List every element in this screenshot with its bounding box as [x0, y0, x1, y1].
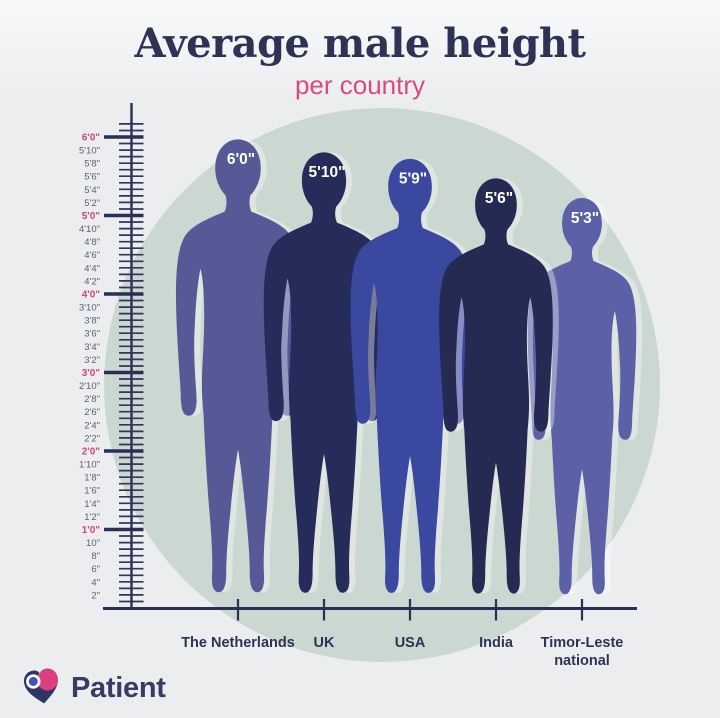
ruler-label: 6" [91, 564, 100, 575]
ruler-label: 3'2" [84, 355, 100, 366]
country-label: national [554, 653, 610, 669]
height-label-uk: 5'10" [309, 164, 346, 181]
ruler-label: 1'8" [84, 473, 100, 484]
country-label: India [479, 635, 514, 651]
ruler-label: 5'8" [84, 159, 100, 170]
ruler-label: 5'0" [82, 211, 101, 222]
ruler-label: 3'4" [84, 342, 100, 353]
bottom-axis: The Netherlands UK USA India Timor-Leste nati… [103, 599, 637, 669]
ruler-label: 1'10" [79, 460, 100, 471]
ruler-label: 2'0" [82, 447, 101, 458]
ruler-label: 5'2" [84, 198, 100, 209]
figure-silhouette-india [439, 178, 559, 594]
ruler-label: 4'2" [84, 276, 100, 287]
country-label: The Netherlands [181, 635, 295, 651]
ruler-label: 3'10" [79, 303, 100, 314]
patient-logo-text: Patient [71, 671, 166, 704]
ruler-label: 2" [91, 590, 100, 601]
ruler-label: 3'8" [84, 316, 100, 327]
country-figures [175, 139, 643, 595]
ruler-label: 8" [91, 551, 100, 562]
ruler-label: 1'0" [82, 525, 101, 536]
ruler-label: 4'8" [84, 237, 100, 248]
height-label-india: 5'6" [485, 190, 513, 207]
ruler-label: 3'6" [84, 329, 100, 340]
ruler-label: 2'2" [84, 433, 100, 444]
country-label: Timor-Leste [541, 635, 624, 651]
ruler-label: 4'10" [79, 224, 100, 235]
heart-pin-icon [23, 668, 59, 704]
ruler-label: 5'6" [84, 172, 100, 183]
ruler-label: 10" [86, 538, 100, 549]
ruler-label: 5'10" [79, 146, 100, 157]
ruler-label: 1'4" [84, 499, 100, 510]
ruler-label: 2'8" [84, 394, 100, 405]
height-label-netherlands: 6'0" [227, 151, 255, 168]
ruler-label: 3'0" [82, 368, 101, 379]
height-label-usa: 5'9" [399, 171, 427, 188]
ruler-label: 1'6" [84, 486, 100, 497]
chart-subtitle: per country [294, 70, 426, 100]
figure-body-india [439, 178, 553, 594]
ruler-label: 1'2" [84, 512, 100, 523]
figure-height-labels: 6'0" 5'10" 5'9" 5'6" 5'3" [227, 151, 599, 227]
ruler-label: 4" [91, 577, 100, 588]
ruler-label: 4'6" [84, 250, 100, 261]
ruler-label: 4'0" [82, 290, 101, 301]
height-ruler: 6'0" 5'10" 5'8" 5'6" 5'4" 5'2" 5'0" 4'10" 4'8" 4'… [79, 103, 144, 610]
patient-logo: Patient [22, 668, 166, 708]
ruler-label: 2'10" [79, 381, 100, 392]
country-label: UK [314, 635, 335, 651]
ruler-label: 2'4" [84, 420, 100, 431]
country-label: USA [395, 635, 426, 651]
ruler-label: 4'4" [84, 263, 100, 274]
ruler-label: 2'6" [84, 407, 100, 418]
ruler-label: 6'0" [82, 133, 101, 144]
height-label-timor-leste: 5'3" [571, 210, 599, 227]
ruler-label: 5'4" [84, 185, 100, 196]
chart-title: Average male height [134, 20, 586, 67]
